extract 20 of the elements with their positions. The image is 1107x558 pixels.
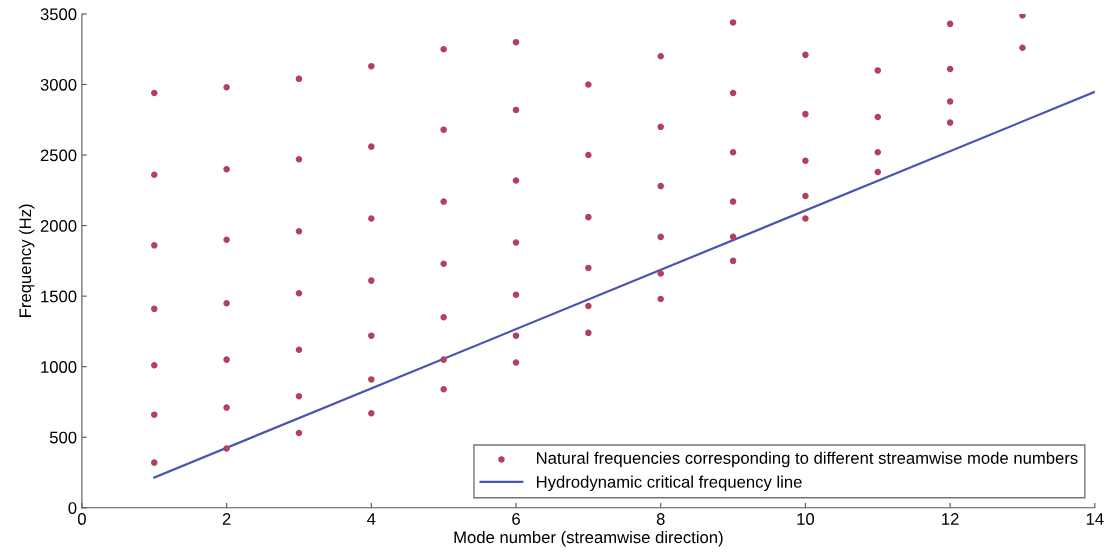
y-tick-label: 1000 [41,361,77,373]
y-tick-label: 3500 [40,8,77,21]
x-tick-label: 2 [222,513,231,525]
legend-label: Hydrodynamic critical frequency line [536,475,802,492]
x-tick-label: 0 [77,513,86,525]
y-tick-label: 0 [68,502,77,514]
x-axis-title: Mode number (streamwise direction) [454,530,723,547]
y-tick-label: 2000 [40,219,77,232]
y-tick-label: 2500 [40,149,77,162]
x-tick-label: 4 [367,513,376,525]
y-axis-title: Frequency (Hz) [18,204,35,317]
x-tick-label: 6 [512,513,520,525]
y-tick-label: 3000 [40,78,77,91]
y-tick-label: 1500 [41,290,77,303]
x-tick-label: 8 [656,513,665,525]
x-tick-label: 14 [1086,513,1104,525]
x-tick-label: 10 [797,513,815,525]
legend-label: Natural frequencies corresponding to different streamwise mode numbers [536,451,1078,468]
y-tick-label: 500 [49,431,77,444]
x-tick-label: 12 [942,513,959,525]
